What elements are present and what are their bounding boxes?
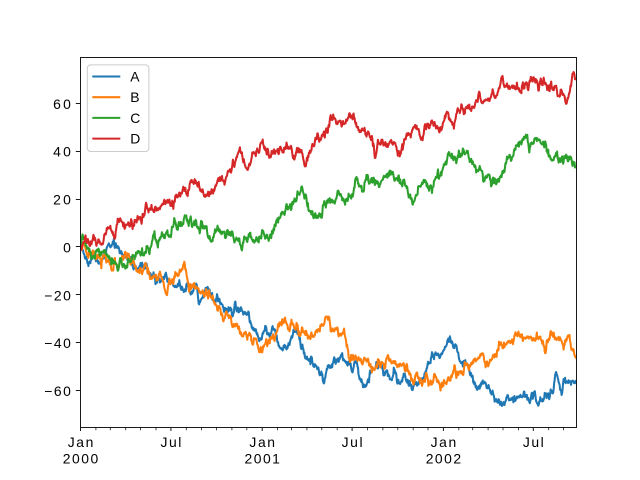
svg-text:−60: −60 [44,383,71,399]
svg-text:−20: −20 [44,287,71,303]
svg-text:40: 40 [53,144,71,160]
svg-text:Jan: Jan [431,434,457,450]
svg-text:Jan: Jan [249,434,275,450]
svg-text:2001: 2001 [245,451,281,467]
svg-text:A: A [130,68,140,84]
svg-text:Jul: Jul [342,434,363,450]
svg-text:2002: 2002 [426,451,462,467]
svg-text:Jul: Jul [523,434,544,450]
svg-text:C: C [130,110,140,126]
svg-text:2000: 2000 [63,451,99,467]
svg-text:B: B [130,89,139,105]
svg-text:Jan: Jan [68,434,94,450]
svg-text:D: D [130,131,140,147]
svg-text:Jul: Jul [160,434,181,450]
svg-text:0: 0 [63,239,71,255]
svg-text:20: 20 [53,192,71,208]
svg-text:60: 60 [53,96,71,112]
svg-text:−40: −40 [44,335,71,351]
